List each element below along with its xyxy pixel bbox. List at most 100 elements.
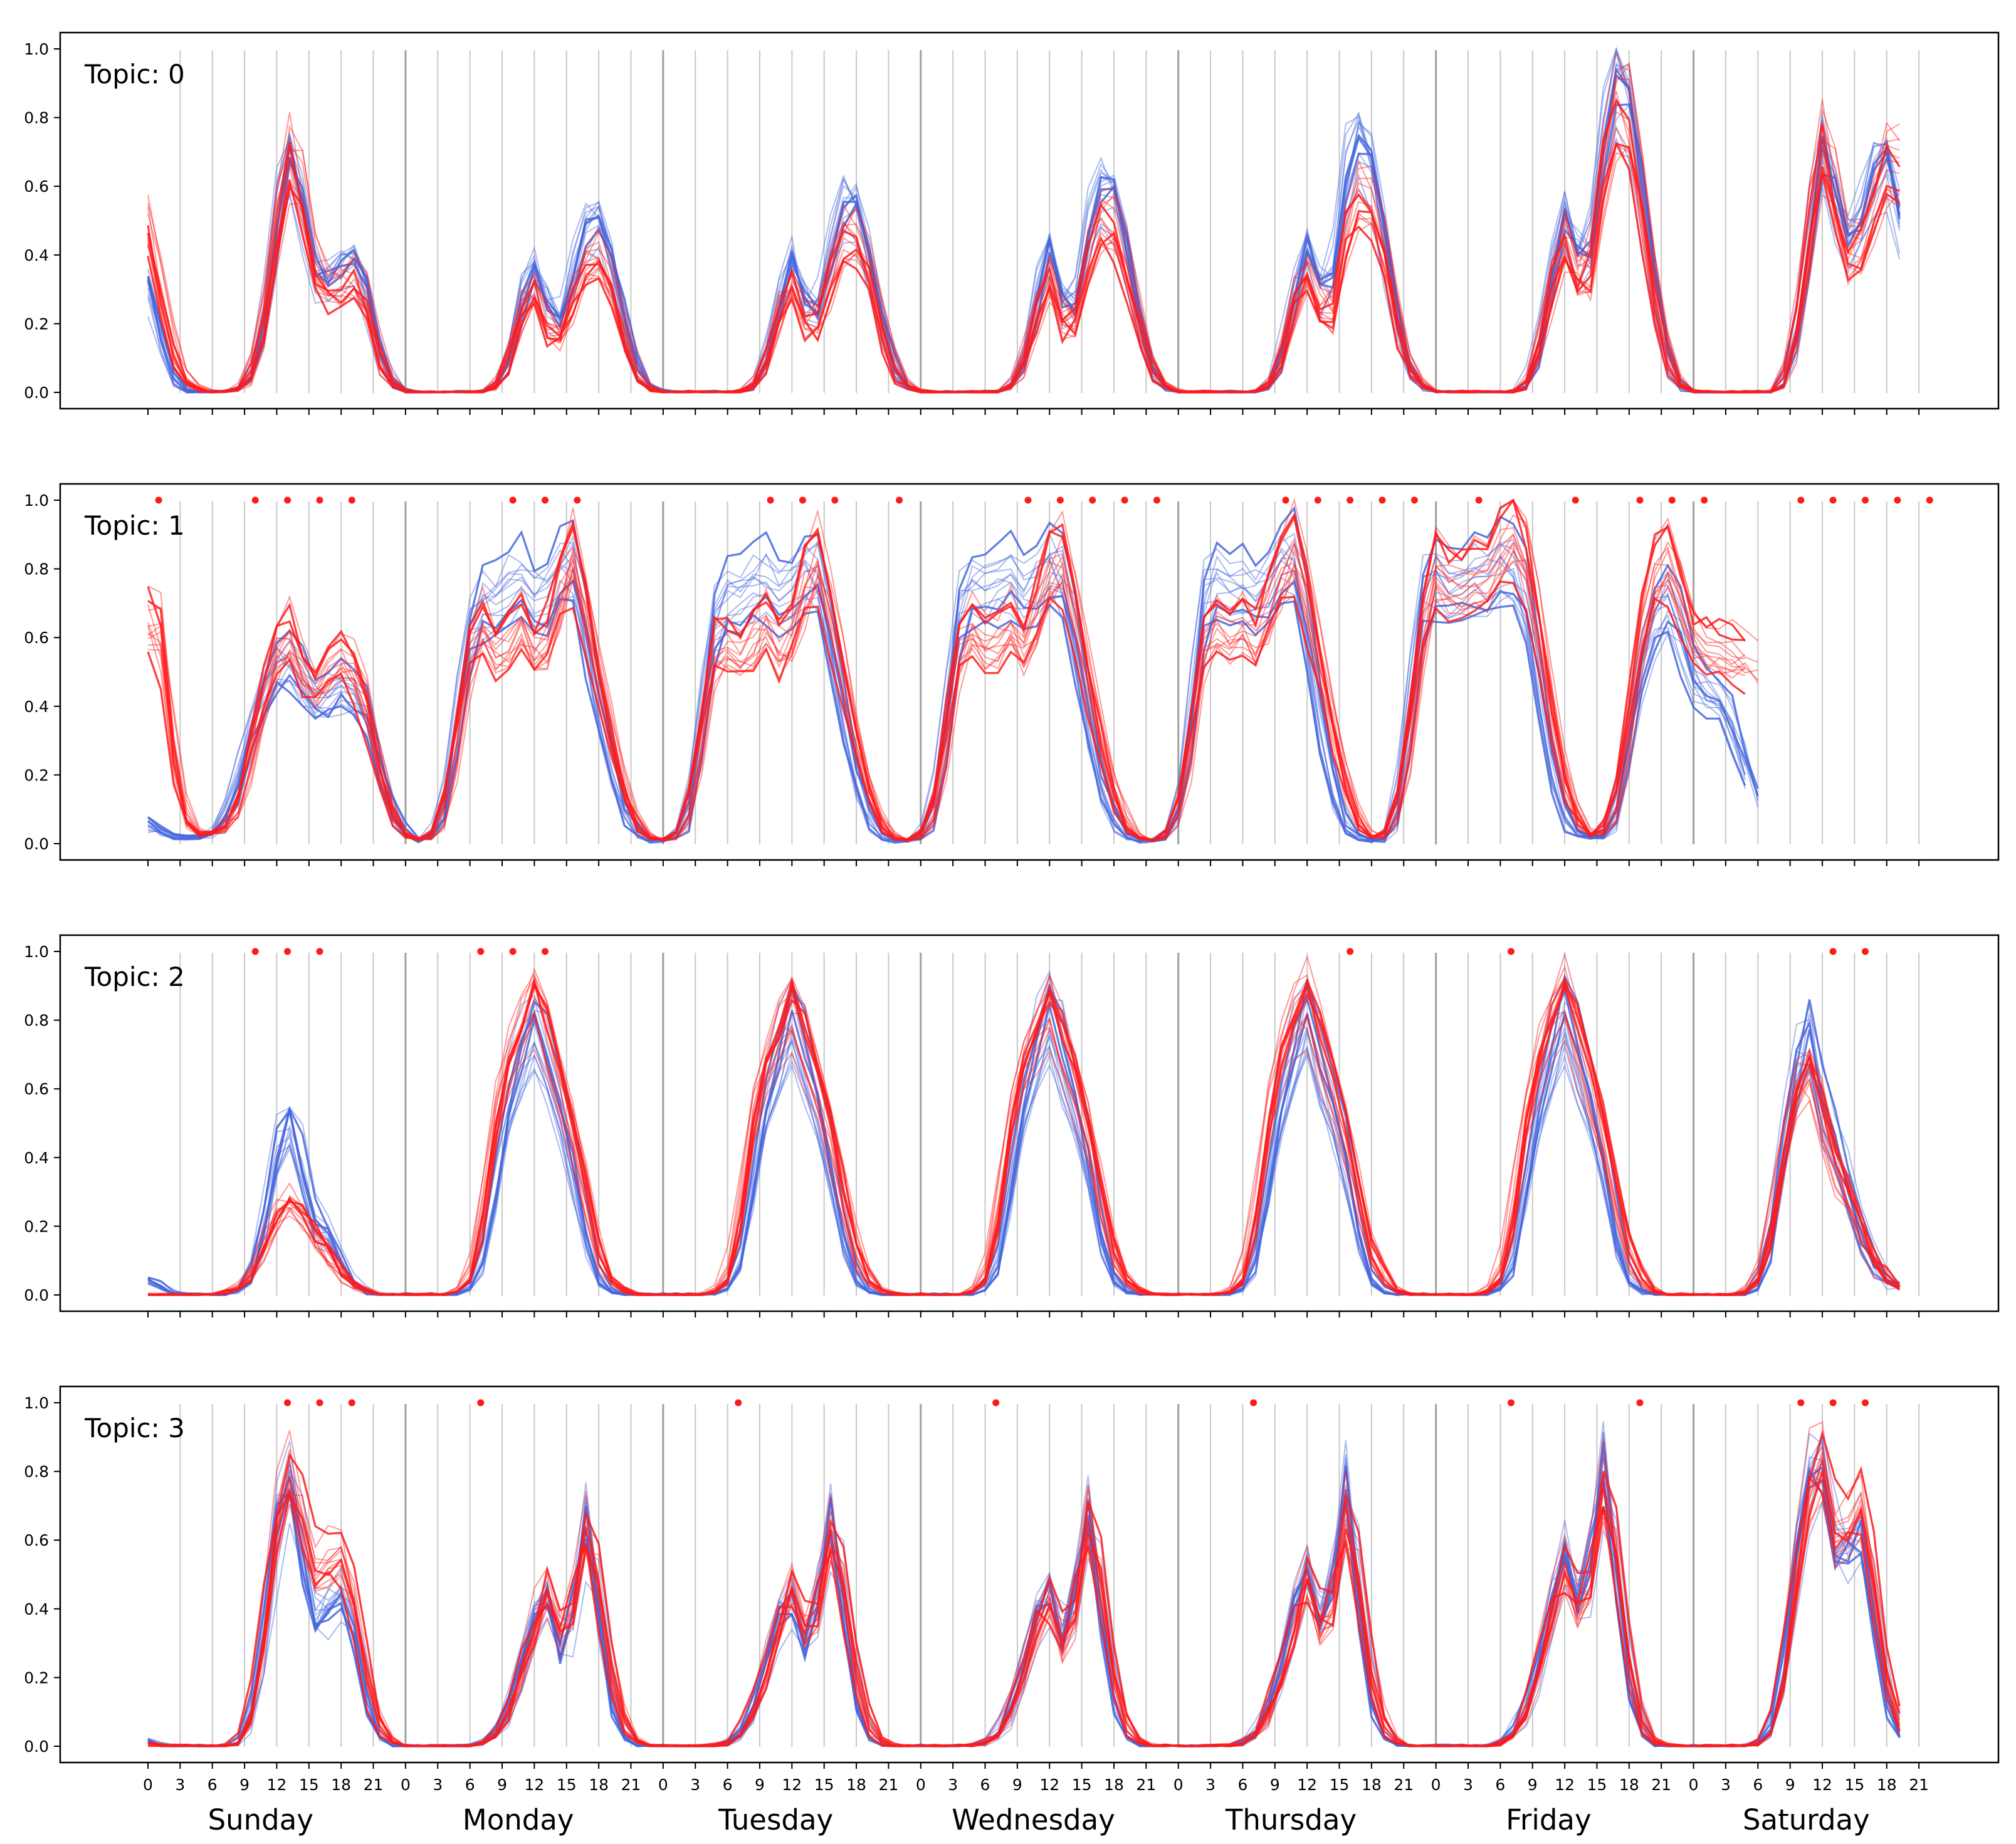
x-tick-label: 3 xyxy=(433,1776,443,1794)
red-dot-marker xyxy=(316,1399,323,1407)
y-tick-label: 0.8 xyxy=(24,1463,49,1481)
y-tick-label: 0.8 xyxy=(24,560,49,579)
x-tick-label: 6 xyxy=(207,1776,218,1794)
red-dot-marker xyxy=(1153,496,1160,504)
red-dot-marker xyxy=(477,948,485,955)
y-tick-label: 0.2 xyxy=(24,1669,49,1687)
red-dot-marker xyxy=(1894,496,1901,504)
red-dot-marker xyxy=(348,1399,355,1407)
red-series-line-1 xyxy=(147,498,1746,842)
red-dot-marker xyxy=(251,948,259,955)
panel-frame xyxy=(59,934,2000,1312)
x-tick-label: 6 xyxy=(980,1776,990,1794)
x-tick-label: 12 xyxy=(1039,1776,1059,1794)
panel-frame xyxy=(59,31,2000,410)
red-dot-marker xyxy=(1862,948,1869,955)
x-tick-label: 15 xyxy=(1072,1776,1092,1794)
x-tick-label: 3 xyxy=(1463,1776,1473,1794)
red-series-line-12 xyxy=(147,1421,1901,1747)
red-series-line-8 xyxy=(147,1012,1900,1296)
x-tick-label: 9 xyxy=(1012,1776,1022,1794)
red-series-line-2 xyxy=(147,580,1746,842)
red-series-line-7 xyxy=(147,91,1900,394)
x-tick-label: 18 xyxy=(331,1776,351,1794)
y-tick-label: 0.6 xyxy=(24,629,49,647)
red-dot-marker xyxy=(767,496,774,504)
x-tick-label: 18 xyxy=(589,1776,609,1794)
red-dot-marker xyxy=(348,496,355,504)
red-series-line-6 xyxy=(147,1462,1901,1747)
y-tick-label: 0.0 xyxy=(24,1286,49,1304)
y-tick-label: 0.6 xyxy=(24,177,49,196)
red-series-line-5 xyxy=(148,1010,1900,1296)
x-tick-label: 3 xyxy=(1205,1776,1215,1794)
y-tick-label: 0.6 xyxy=(24,1531,49,1549)
y-tick-label: 1.0 xyxy=(24,1394,49,1412)
red-dot-marker xyxy=(992,1399,1000,1407)
x-tick-label: 21 xyxy=(364,1776,384,1794)
x-tick-label: 6 xyxy=(465,1776,475,1794)
red-dot-marker xyxy=(509,496,517,504)
blue-series-line-2 xyxy=(147,579,1759,843)
x-tick-label: 0 xyxy=(1173,1776,1184,1794)
x-tick-label: 9 xyxy=(755,1776,765,1794)
x-tick-label: 21 xyxy=(1651,1776,1671,1794)
red-dot-marker xyxy=(316,496,323,504)
blue-series-line-12 xyxy=(147,970,1900,1296)
red-series-line-7 xyxy=(147,1499,1901,1747)
x-tick-label: 12 xyxy=(1297,1776,1317,1794)
x-tick-label: 9 xyxy=(1270,1776,1280,1794)
red-series-line-11 xyxy=(148,974,1900,1296)
y-tick-label: 0.4 xyxy=(24,698,49,716)
x-tick-label: 12 xyxy=(1812,1776,1832,1794)
red-series-line-12 xyxy=(147,97,1900,394)
day-label: Monday xyxy=(463,1803,574,1836)
red-series-line-9 xyxy=(147,533,1746,842)
x-tick-label: 9 xyxy=(497,1776,507,1794)
x-tick-label: 9 xyxy=(1785,1776,1795,1794)
panel-title: Topic: 1 xyxy=(84,510,185,541)
red-dot-marker xyxy=(1797,1399,1805,1407)
red-dot-marker xyxy=(1475,496,1483,504)
red-dot-marker xyxy=(1636,496,1644,504)
red-dot-marker xyxy=(284,948,291,955)
day-label: Tuesday xyxy=(718,1803,833,1836)
y-tick-label: 1.0 xyxy=(24,491,49,510)
red-dot-marker xyxy=(284,496,291,504)
y-tick-label: 0.2 xyxy=(24,315,49,333)
blue-series-line-8 xyxy=(147,990,1901,1296)
red-dot-marker xyxy=(542,496,549,504)
red-series-line-6 xyxy=(147,965,1900,1296)
x-tick-label: 3 xyxy=(1721,1776,1731,1794)
y-tick-label: 0.2 xyxy=(24,1217,49,1235)
red-series-line-9 xyxy=(147,152,1900,394)
red-series-line-11 xyxy=(147,559,1759,842)
red-dot-marker xyxy=(735,1399,742,1407)
red-dot-marker xyxy=(1668,496,1676,504)
red-dot-marker xyxy=(1701,496,1708,504)
red-series-line-13 xyxy=(147,1489,1901,1747)
red-dot-marker xyxy=(1056,496,1064,504)
panel-title: Topic: 3 xyxy=(84,1413,185,1443)
x-axis-labels: 0 3 6 9 12 15 18 21 Sunday 0 3 6 9 12 15 18 21 Monday 0 3 6 9… xyxy=(143,1776,1929,1836)
x-tick-label: 21 xyxy=(1136,1776,1156,1794)
x-tick-label: 0 xyxy=(143,1776,153,1794)
red-dot-marker xyxy=(509,948,517,955)
red-series-line-7 xyxy=(147,560,1746,843)
red-series-line-5 xyxy=(147,514,1758,842)
red-series-line-10 xyxy=(147,548,1746,841)
x-tick-label: 9 xyxy=(1528,1776,1538,1794)
red-dot-marker xyxy=(251,496,259,504)
panel-title: Topic: 0 xyxy=(84,59,185,90)
x-tick-label: 15 xyxy=(557,1776,577,1794)
red-dot-marker xyxy=(1347,948,1354,955)
red-dot-marker xyxy=(1829,948,1837,955)
x-tick-label: 18 xyxy=(1877,1776,1897,1794)
red-dot-marker xyxy=(477,1399,485,1407)
panel-topic-2: 0.0 0.2 0.4 0.6 0.8 1.0 Topic: 2 xyxy=(24,934,2000,1318)
red-dot-marker xyxy=(574,496,581,504)
x-tick-label: 21 xyxy=(621,1776,641,1794)
red-series-line-10 xyxy=(147,1474,1901,1747)
